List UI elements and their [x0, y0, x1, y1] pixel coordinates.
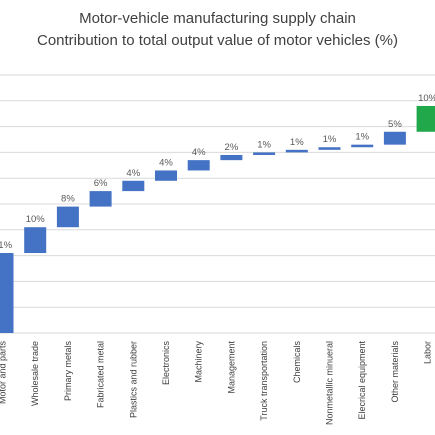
x-tick-label: Labor — [423, 341, 433, 364]
bar — [89, 191, 112, 207]
bar — [253, 152, 276, 155]
x-tick-label: Electronics — [161, 341, 171, 386]
data-label: 31% — [0, 240, 13, 251]
bar — [187, 160, 210, 171]
data-label: 1% — [257, 139, 271, 150]
bar — [285, 149, 308, 153]
bar — [24, 227, 47, 254]
chart-subtitle: Contribution to total output value of mo… — [36, 32, 399, 49]
bar — [0, 253, 14, 333]
bar — [351, 144, 374, 148]
data-label: 10% — [26, 214, 46, 225]
x-tick-label: Motor and parts — [0, 341, 8, 405]
x-tick-label: Primary metals — [63, 341, 73, 402]
data-label: 4% — [192, 147, 206, 158]
bar — [383, 131, 406, 145]
bar — [155, 170, 177, 181]
bar — [56, 206, 79, 228]
data-label: 10% — [418, 93, 435, 104]
data-label: 4% — [159, 157, 173, 168]
x-tick-label: Fabricated metal — [96, 341, 106, 408]
x-tick-label: Plastics and rubber — [128, 341, 138, 418]
bar — [220, 154, 243, 161]
x-tick-label: Machinery — [194, 341, 204, 383]
bar — [318, 147, 341, 150]
data-label: 1% — [290, 137, 304, 148]
data-label: 1% — [355, 132, 369, 143]
data-label: 6% — [94, 178, 108, 189]
x-tick-label: Other materials — [390, 341, 400, 403]
data-label: 2% — [225, 142, 239, 153]
x-tick-label: Elecrical equipment — [357, 341, 367, 420]
chart-title: Motor-vehicle manufacturing supply chain — [79, 10, 356, 27]
data-label: 8% — [61, 194, 75, 205]
data-label: 4% — [126, 168, 140, 179]
x-tick-label: Management — [226, 341, 236, 394]
data-label: 1% — [323, 134, 337, 145]
bar — [122, 180, 145, 192]
x-tick-label: Chemicals — [292, 341, 302, 384]
x-tick-label: Wholesale trade — [30, 341, 40, 406]
x-tick-label: Nonmetallic minueral — [325, 341, 335, 425]
x-tick-label: Truck transportation — [259, 341, 269, 421]
total-bar — [416, 105, 435, 132]
data-label: 5% — [388, 119, 402, 130]
